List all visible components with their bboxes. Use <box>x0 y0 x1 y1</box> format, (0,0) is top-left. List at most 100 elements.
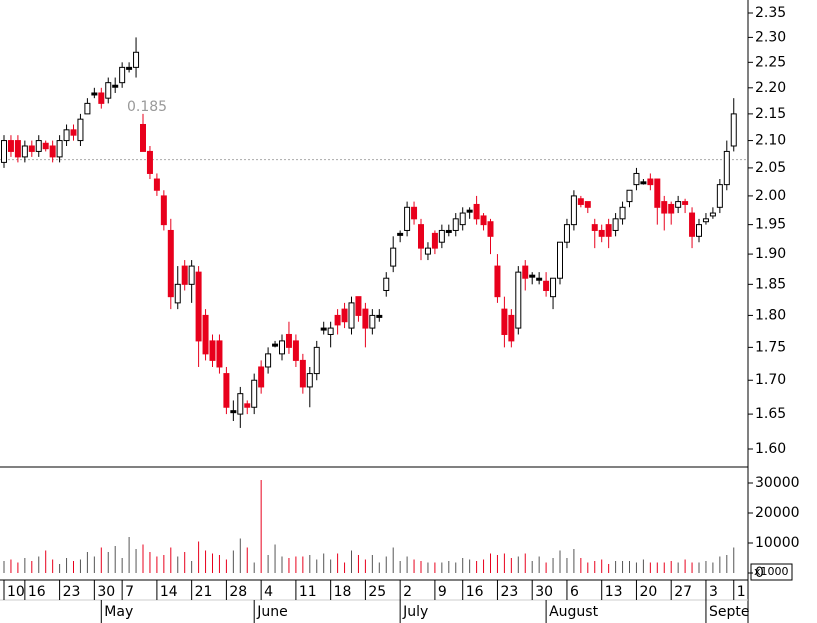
candle-body <box>647 178 654 186</box>
candle-body <box>299 359 306 388</box>
candle-body <box>42 142 49 150</box>
volume-tick-label: 20000 <box>755 505 800 521</box>
candle-body <box>244 403 251 408</box>
candle-body <box>598 229 605 237</box>
x-tick-label: 11 <box>299 584 317 600</box>
candle-body <box>362 308 369 329</box>
candle-body <box>28 145 35 152</box>
candle-body <box>431 232 438 249</box>
candle-body <box>563 224 570 243</box>
candle-body <box>77 118 84 142</box>
candle-body <box>508 314 515 342</box>
x-tick-label: 27 <box>674 584 692 600</box>
candle-body <box>550 277 557 298</box>
candle-body <box>265 353 272 368</box>
x-tick-label: 18 <box>334 584 352 600</box>
candle-body <box>119 66 126 84</box>
month-label: June <box>256 604 288 620</box>
candle-body <box>473 203 480 220</box>
candle-body <box>160 195 167 226</box>
candle-body <box>188 265 195 285</box>
candle-body <box>313 346 320 375</box>
candle-body <box>153 178 160 191</box>
candle-body <box>452 218 459 231</box>
x-tick-label: 21 <box>195 584 213 600</box>
candle-body <box>348 302 355 329</box>
x-tick-label: 25 <box>368 584 386 600</box>
candle-body <box>480 215 487 226</box>
y-tick-label: 1.80 <box>755 307 786 323</box>
x-tick-label: 28 <box>229 584 247 600</box>
candle-body <box>626 189 633 203</box>
candle-body <box>320 327 327 331</box>
y-tick-label: 1.85 <box>755 276 786 292</box>
volume-tick-label: 30000 <box>755 475 800 491</box>
candle-body <box>661 201 668 214</box>
candle-body <box>14 140 21 158</box>
candle-body <box>195 271 202 342</box>
candle-body <box>702 218 709 223</box>
candle-body <box>35 140 42 152</box>
x-tick-label: 10 <box>7 584 25 600</box>
candle-body <box>640 181 647 185</box>
candle-body <box>424 247 431 255</box>
x-tick-label: 3 <box>709 584 718 600</box>
candle-body <box>633 172 640 186</box>
candle-body <box>376 314 383 318</box>
candle-body <box>230 410 237 414</box>
volume-unit-label: x1000 <box>754 565 789 578</box>
y-tick-label: 2.20 <box>755 80 786 96</box>
candle-body <box>522 265 529 279</box>
x-tick-label: 23 <box>500 584 518 600</box>
candle-body <box>397 232 404 236</box>
x-tick-label: 6 <box>570 584 579 600</box>
candle-body <box>251 379 258 408</box>
candle-body <box>675 201 682 208</box>
month-label: August <box>549 604 599 620</box>
x-tick-label: 13 <box>605 584 623 600</box>
candle-body <box>709 212 716 217</box>
candle-body <box>56 140 63 158</box>
candle-body <box>411 206 418 220</box>
candle-body <box>390 247 397 267</box>
candle-body <box>529 274 536 278</box>
y-tick-label: 2.05 <box>755 160 786 176</box>
candle-body <box>487 221 494 237</box>
y-tick-label: 2.00 <box>755 188 786 204</box>
x-tick-label: 4 <box>264 584 273 600</box>
candle-body <box>369 314 376 329</box>
candle-body <box>237 393 244 415</box>
candle-body <box>612 218 619 231</box>
candle-body <box>557 241 563 279</box>
candle-body <box>730 113 737 147</box>
candle-body <box>167 229 174 298</box>
candle-body <box>181 265 188 285</box>
y-tick-label: 1.70 <box>755 372 786 388</box>
candle-body <box>285 333 292 348</box>
candle-body <box>577 198 584 205</box>
candle-body <box>682 201 689 205</box>
candle-body <box>105 82 112 99</box>
y-tick-label: 2.25 <box>755 54 786 70</box>
candle-body <box>404 206 411 231</box>
candle-body <box>91 92 98 96</box>
candle-body <box>306 373 313 388</box>
candle-body <box>202 314 209 355</box>
candle-body <box>1 140 7 163</box>
y-tick-label: 1.65 <box>755 406 786 422</box>
candle-body <box>7 140 14 152</box>
y-tick-label: 1.60 <box>755 441 786 457</box>
candle-body <box>258 366 265 388</box>
candle-body <box>63 129 70 142</box>
candle-body <box>591 224 598 231</box>
volume-tick-label: 0 <box>755 565 764 581</box>
candle-body <box>723 150 730 186</box>
candle-body <box>654 178 661 208</box>
candle-body <box>494 265 501 298</box>
candle-body <box>341 308 348 323</box>
y-tick-label: 1.95 <box>755 217 786 233</box>
x-tick-label: 30 <box>535 584 553 600</box>
candle-body <box>466 209 473 213</box>
